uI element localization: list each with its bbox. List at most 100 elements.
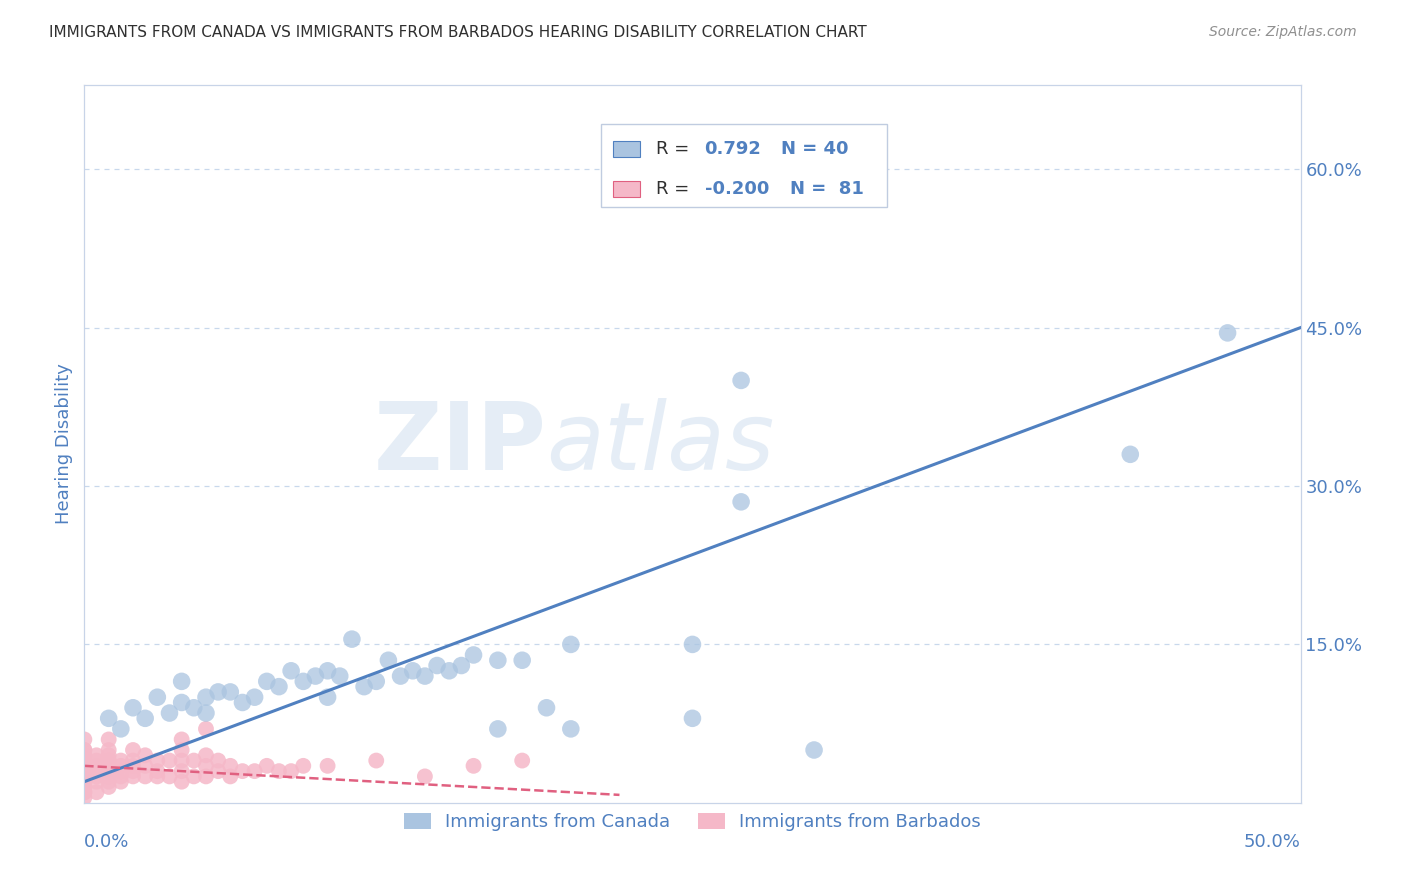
Point [170, 764, 193, 778]
Point [86, 759, 108, 773]
Point [97, 748, 120, 763]
Point [510, 653, 533, 667]
Point [159, 754, 181, 768]
Point [73, 774, 96, 789]
Point [256, 674, 278, 689]
Text: -0.200: -0.200 [704, 179, 769, 198]
Point [1216, 326, 1239, 340]
Point [803, 743, 825, 757]
Point [73, 769, 96, 783]
Point [73, 764, 96, 778]
Point [122, 743, 145, 757]
Point [231, 764, 253, 778]
Point [340, 632, 363, 647]
Point [402, 664, 425, 678]
Text: Source: ZipAtlas.com: Source: ZipAtlas.com [1209, 25, 1357, 39]
Point [159, 706, 181, 720]
Point [97, 780, 120, 794]
Point [86, 774, 108, 789]
Point [243, 690, 266, 705]
Text: N =  81: N = 81 [790, 179, 863, 198]
Point [73, 743, 96, 757]
Point [292, 674, 315, 689]
Point [256, 759, 278, 773]
Point [292, 759, 315, 773]
Point [170, 732, 193, 747]
Point [110, 769, 132, 783]
Point [73, 754, 96, 768]
FancyBboxPatch shape [613, 181, 640, 196]
Point [86, 785, 108, 799]
Point [73, 790, 96, 805]
Point [73, 764, 96, 778]
Point [1119, 447, 1142, 461]
Point [207, 754, 229, 768]
Point [73, 774, 96, 789]
Point [194, 748, 218, 763]
Text: 0.0%: 0.0% [84, 833, 129, 851]
Point [329, 669, 352, 683]
Point [194, 690, 218, 705]
Point [560, 722, 582, 736]
Point [73, 743, 96, 757]
Text: R =: R = [657, 179, 689, 198]
Point [146, 769, 169, 783]
Point [560, 637, 582, 651]
Point [170, 754, 193, 768]
Point [183, 754, 205, 768]
Point [122, 700, 145, 714]
Point [73, 754, 96, 768]
Point [134, 711, 156, 725]
Point [134, 748, 156, 763]
Point [194, 706, 218, 720]
Point [682, 637, 704, 651]
Point [134, 769, 156, 783]
Point [97, 764, 120, 778]
Point [267, 680, 290, 694]
Point [73, 748, 96, 763]
Point [353, 680, 375, 694]
Point [510, 754, 533, 768]
Point [730, 495, 752, 509]
Point [73, 732, 96, 747]
Point [219, 685, 242, 699]
Point [73, 759, 96, 773]
Text: 0.792: 0.792 [704, 140, 762, 158]
Point [86, 754, 108, 768]
Y-axis label: Hearing Disability: Hearing Disability [55, 363, 73, 524]
Point [219, 759, 242, 773]
Point [316, 759, 339, 773]
Point [463, 759, 485, 773]
Point [243, 764, 266, 778]
Point [219, 769, 242, 783]
Point [110, 722, 132, 736]
Point [536, 700, 558, 714]
Point [159, 769, 181, 783]
Point [183, 769, 205, 783]
Point [439, 664, 461, 678]
Point [377, 653, 399, 667]
Point [86, 769, 108, 783]
Point [73, 754, 96, 768]
Point [304, 669, 326, 683]
FancyBboxPatch shape [613, 141, 640, 157]
Point [73, 785, 96, 799]
Point [110, 754, 132, 768]
Point [97, 743, 120, 757]
Point [194, 722, 218, 736]
Point [389, 669, 412, 683]
Point [207, 685, 229, 699]
Point [97, 754, 120, 768]
Text: atlas: atlas [547, 398, 775, 490]
Point [110, 774, 132, 789]
Point [122, 769, 145, 783]
Point [426, 658, 449, 673]
Point [97, 732, 120, 747]
Point [463, 648, 485, 662]
Point [73, 764, 96, 778]
Point [122, 754, 145, 768]
Point [207, 764, 229, 778]
Text: 50.0%: 50.0% [1244, 833, 1301, 851]
Point [486, 653, 509, 667]
Point [170, 743, 193, 757]
